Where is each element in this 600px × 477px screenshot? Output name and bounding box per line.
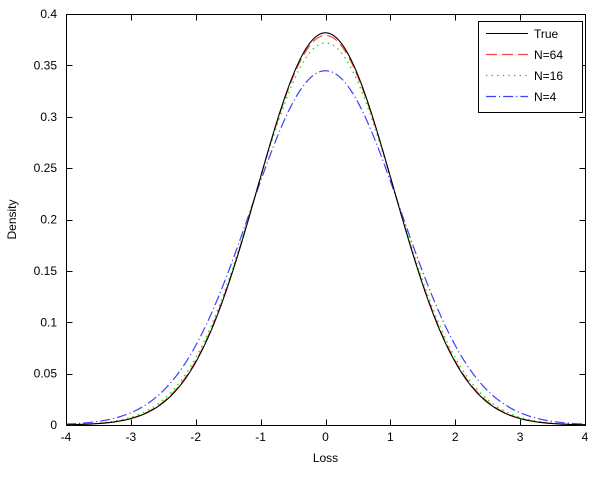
svg-text:True: True bbox=[534, 27, 559, 41]
svg-text:0.1: 0.1 bbox=[40, 315, 57, 329]
svg-text:-4: -4 bbox=[61, 430, 72, 444]
svg-text:0: 0 bbox=[50, 418, 57, 432]
svg-text:3: 3 bbox=[517, 430, 524, 444]
svg-text:2: 2 bbox=[452, 430, 459, 444]
svg-text:N=16: N=16 bbox=[534, 69, 563, 83]
svg-text:0.25: 0.25 bbox=[34, 161, 58, 175]
svg-text:-1: -1 bbox=[255, 430, 266, 444]
svg-text:1: 1 bbox=[387, 430, 394, 444]
svg-text:0.2: 0.2 bbox=[40, 213, 57, 227]
svg-text:0.4: 0.4 bbox=[40, 7, 57, 21]
svg-text:-3: -3 bbox=[126, 430, 137, 444]
svg-text:0.05: 0.05 bbox=[34, 367, 58, 381]
svg-text:0.35: 0.35 bbox=[34, 58, 58, 72]
svg-text:4: 4 bbox=[582, 430, 589, 444]
svg-text:-2: -2 bbox=[190, 430, 201, 444]
svg-text:Density: Density bbox=[5, 199, 19, 239]
svg-text:0: 0 bbox=[322, 430, 329, 444]
svg-text:N=4: N=4 bbox=[534, 90, 557, 104]
svg-text:0.3: 0.3 bbox=[40, 110, 57, 124]
svg-text:N=64: N=64 bbox=[534, 48, 563, 62]
svg-text:Loss: Loss bbox=[313, 451, 338, 465]
svg-text:0.15: 0.15 bbox=[34, 264, 58, 278]
